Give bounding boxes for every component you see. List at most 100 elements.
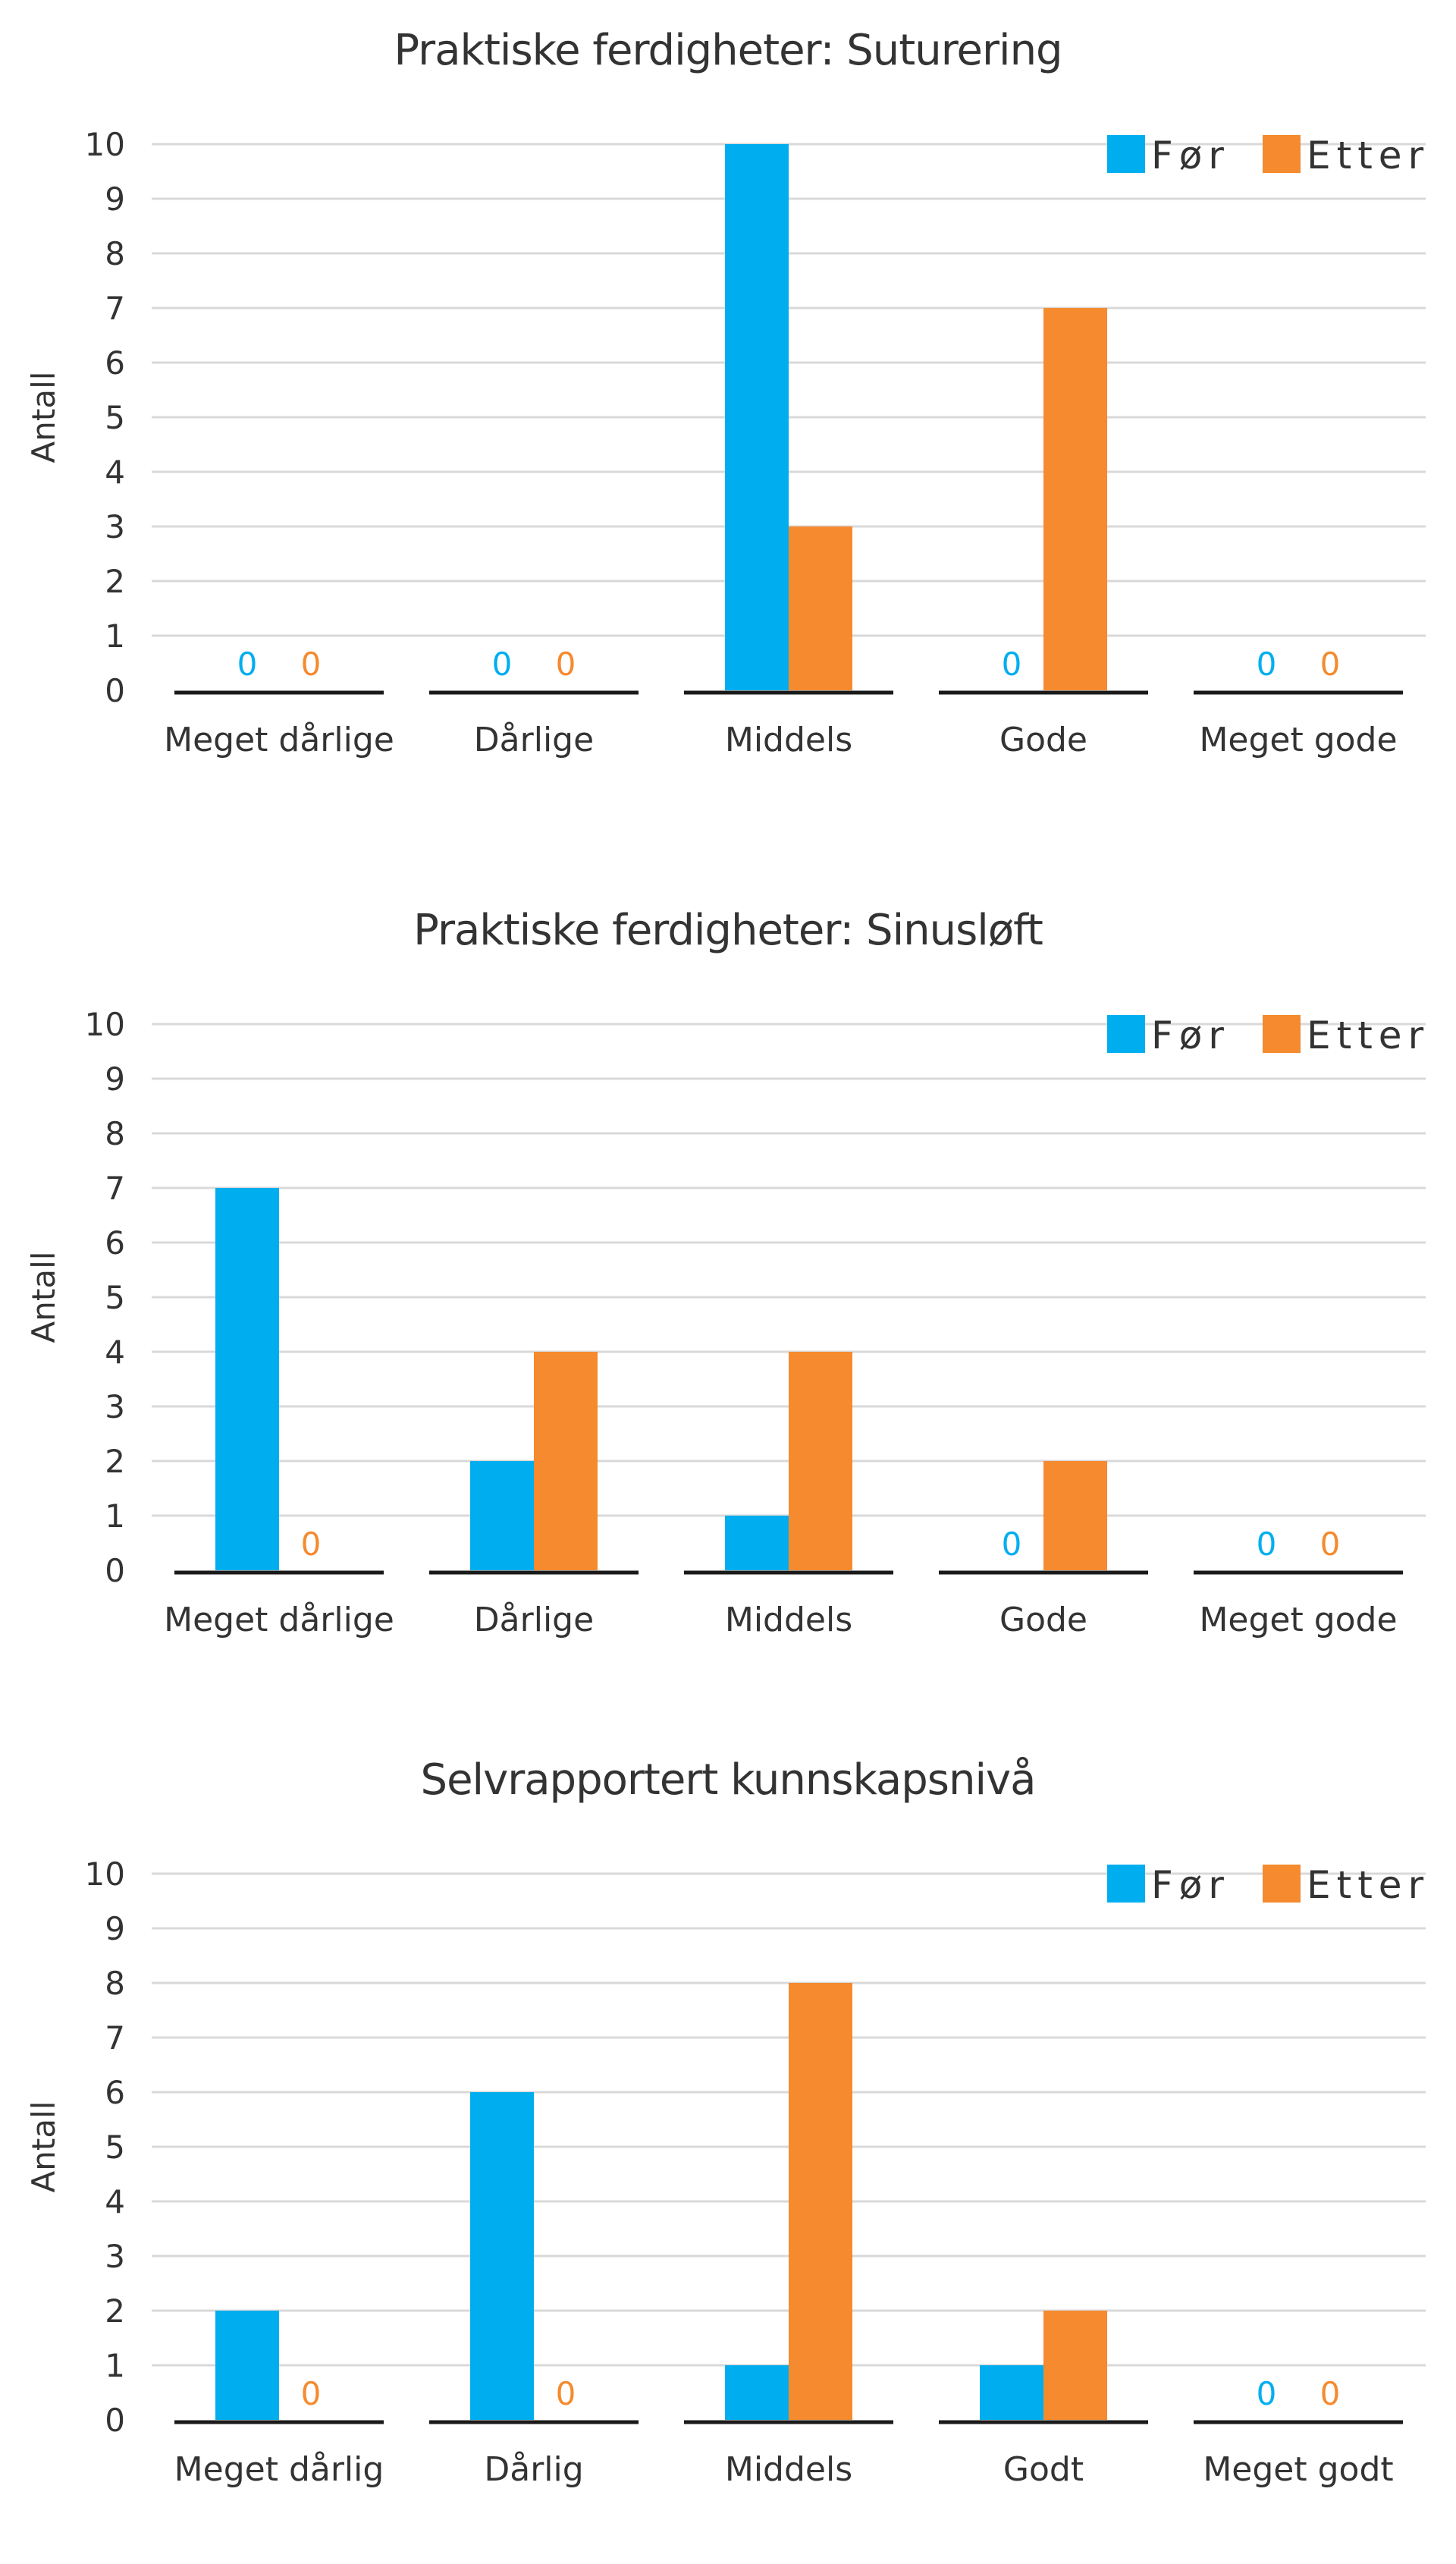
bar-etter (789, 1983, 852, 2420)
y-tick-label: 2 (105, 1443, 125, 1480)
y-tick-label: 1 (105, 2347, 125, 2384)
bar-etter (1043, 308, 1107, 690)
bar-etter (1043, 1461, 1107, 1570)
chart-title: Praktiske ferdigheter: Sinusløft (413, 906, 1043, 955)
y-tick-label: 0 (105, 1552, 125, 1589)
category-label: Middels (725, 721, 852, 759)
y-tick-label: 7 (105, 290, 125, 327)
legend-label-etter: Etter (1307, 1013, 1429, 1057)
y-tick-label: 4 (105, 2183, 125, 2220)
category-label: Meget dårlige (164, 721, 394, 759)
y-tick-label: 9 (105, 1060, 125, 1098)
bar-etter (1043, 2311, 1107, 2420)
category-label: Meget gode (1199, 1601, 1397, 1639)
y-tick-label: 1 (105, 617, 125, 655)
category-label: Gode (999, 721, 1087, 759)
y-tick-label: 6 (105, 1224, 125, 1262)
zero-data-label: 0 (492, 646, 513, 683)
y-tick-label: 8 (105, 1965, 125, 2002)
chart-title: Praktiske ferdigheter: Suturering (394, 26, 1062, 75)
legend-swatch-for (1107, 1865, 1145, 1903)
zero-data-label: 0 (301, 1526, 322, 1563)
category-label: Middels (725, 2450, 852, 2489)
category-label: Middels (725, 1601, 852, 1639)
y-tick-label: 7 (105, 1170, 125, 1207)
y-tick-label: 2 (105, 2292, 125, 2330)
zero-data-label: 0 (1002, 646, 1022, 683)
y-tick-label: 0 (105, 672, 125, 709)
y-tick-label: 5 (105, 2129, 125, 2166)
legend-label-etter: Etter (1307, 1863, 1429, 1907)
y-tick-label: 4 (105, 454, 125, 491)
zero-data-label: 0 (556, 2375, 576, 2412)
legend-swatch-etter (1263, 135, 1301, 173)
chart-svg: Praktiske ferdigheter: Sinusløft 0 1 2 3 4 5 6 7… (25, 906, 1429, 1639)
chart-svg: Praktiske ferdigheter: Suturering 0 1 2 3 4 5 6… (25, 26, 1429, 759)
bar-for (725, 144, 789, 690)
bar-for (470, 2092, 534, 2420)
zero-data-label: 0 (1257, 1526, 1277, 1563)
chart-title: Selvrapportert kunnskapsnivå (421, 1755, 1036, 1805)
bar-etter (534, 1352, 598, 1570)
legend-label-etter: Etter (1307, 134, 1429, 178)
y-tick-label: 4 (105, 1334, 125, 1371)
category-label: Dårlige (474, 721, 594, 759)
category-label: Gode (999, 1601, 1087, 1639)
y-tick-label: 9 (105, 1910, 125, 1947)
legend-label-for: Før (1151, 1863, 1230, 1907)
y-tick-label: 7 (105, 2019, 125, 2057)
bar-for (215, 2311, 279, 2420)
zero-data-label: 0 (237, 646, 258, 683)
zero-data-label: 0 (1320, 646, 1341, 683)
y-tick-label: 2 (105, 563, 125, 600)
bar-etter (789, 1352, 852, 1570)
category-label: Meget godt (1203, 2450, 1393, 2489)
legend-swatch-etter (1263, 1015, 1301, 1053)
zero-data-label: 0 (301, 646, 322, 683)
category-label: Godt (1003, 2450, 1084, 2489)
zero-data-label: 0 (301, 2375, 322, 2412)
y-tick-label: 8 (105, 1115, 125, 1152)
chart-sinusloft: Praktiske ferdigheter: Sinusløft 0 1 2 3 4 5 6 7… (0, 880, 1456, 1714)
chart-svg: Selvrapportert kunnskapsnivå 0 1 2 3 4 5 6 7 8 9 10… (25, 1755, 1429, 2489)
category-label: Meget dårlig (174, 2450, 384, 2489)
y-tick-label: 10 (85, 1855, 125, 1893)
legend-swatch-etter (1263, 1865, 1301, 1903)
zero-data-label: 0 (556, 646, 576, 683)
y-axis-title: Antall (25, 372, 62, 463)
y-tick-label: 3 (105, 1388, 125, 1425)
y-tick-label: 1 (105, 1497, 125, 1535)
category-label: Dårlig (484, 2450, 583, 2489)
legend-label-for: Før (1151, 134, 1230, 178)
legend-label-for: Før (1151, 1013, 1230, 1057)
bar-for (215, 1188, 279, 1570)
y-tick-label: 8 (105, 235, 125, 272)
legend-swatch-for (1107, 135, 1145, 173)
y-tick-label: 5 (105, 399, 125, 436)
y-tick-label: 5 (105, 1279, 125, 1316)
y-tick-label: 3 (105, 508, 125, 545)
zero-data-label: 0 (1320, 1526, 1341, 1563)
category-label: Meget dårlige (164, 1601, 394, 1639)
y-tick-label: 0 (105, 2402, 125, 2439)
y-axis-title: Antall (25, 2101, 62, 2193)
zero-data-label: 0 (1257, 646, 1277, 683)
y-tick-label: 3 (105, 2238, 125, 2275)
chart-suturering: Praktiske ferdigheter: Suturering 0 1 2 3 4 5 6… (0, 0, 1456, 834)
zero-data-label: 0 (1257, 2375, 1277, 2412)
y-tick-label: 6 (105, 2074, 125, 2111)
chart-kunnskapsniva: Selvrapportert kunnskapsnivå 0 1 2 3 4 5 6 7 8 9 10… (0, 1730, 1456, 2564)
bar-for (980, 2365, 1043, 2420)
bar-for (725, 2365, 789, 2420)
bar-for (725, 1516, 789, 1570)
y-tick-label: 10 (85, 126, 125, 163)
y-tick-label: 6 (105, 344, 125, 382)
y-axis-title: Antall (25, 1252, 62, 1343)
category-label: Meget gode (1199, 721, 1397, 759)
zero-data-label: 0 (1320, 2375, 1341, 2412)
zero-data-label: 0 (1002, 1526, 1022, 1563)
category-label: Dårlige (474, 1601, 594, 1639)
legend-swatch-for (1107, 1015, 1145, 1053)
bar-etter (789, 526, 852, 690)
y-tick-label: 10 (85, 1006, 125, 1043)
